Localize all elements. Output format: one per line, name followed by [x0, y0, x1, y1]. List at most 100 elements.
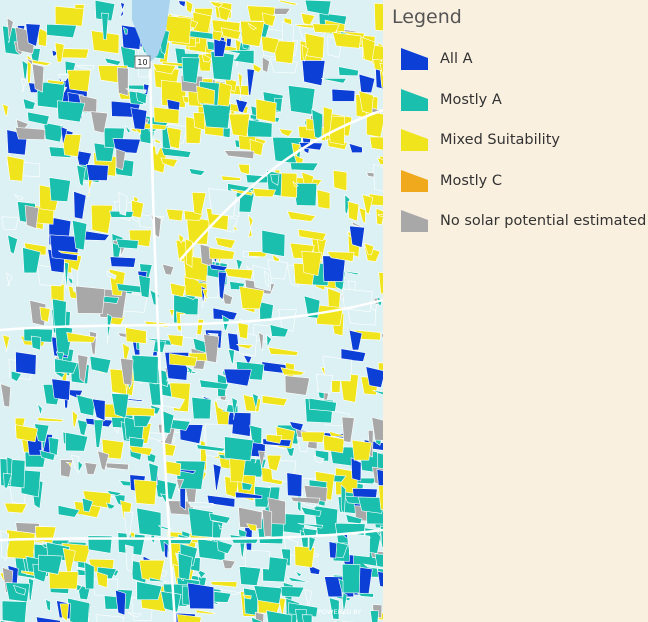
- map-parcel: [177, 0, 186, 8]
- legend-title: Legend: [392, 6, 462, 28]
- map-parcel: [241, 481, 253, 491]
- map-parcel: [331, 88, 356, 102]
- legend-label: Mixed Suitability: [440, 132, 560, 148]
- map-parcel: [71, 219, 88, 251]
- map-parcel: [212, 463, 222, 492]
- map-parcel: [185, 0, 194, 14]
- map-parcel: [246, 68, 255, 96]
- map-parcel: [304, 0, 332, 16]
- map-parcel: [237, 72, 243, 102]
- map-parcel: [261, 229, 286, 257]
- legend-label: No solar potential estimated: [440, 213, 647, 229]
- map-parcel: [177, 553, 193, 580]
- map-parcel: [90, 30, 120, 54]
- map-parcel: [218, 523, 224, 530]
- map-parcel: [363, 242, 375, 255]
- swatch-shape: [401, 210, 428, 232]
- map-parcel: [244, 549, 271, 570]
- legend-panel: Legend All A Mostly A Mixed Suitability Mos…: [383, 0, 648, 622]
- map-parcel: [294, 546, 315, 568]
- road: [179, 108, 383, 261]
- map-parcel: [356, 592, 374, 598]
- map-parcel: [369, 610, 380, 622]
- map-parcel: [286, 472, 303, 497]
- legend-swatch: [401, 48, 428, 70]
- map-parcel: [253, 585, 283, 605]
- map-parcel: [37, 417, 64, 422]
- map-parcel: [376, 157, 383, 165]
- map-parcel: [101, 12, 109, 40]
- map-parcel: [266, 454, 282, 472]
- map-parcel: [133, 479, 158, 506]
- map-parcel: [186, 216, 210, 245]
- map-parcel: [10, 370, 22, 382]
- map-parcel: [6, 529, 36, 560]
- map-parcel: [227, 349, 235, 366]
- map-parcel: [124, 406, 155, 417]
- map-parcel: [76, 64, 95, 70]
- map-parcel: [210, 581, 238, 588]
- map-parcel: [70, 455, 80, 473]
- map-parcel: [38, 554, 63, 575]
- map-parcel: [46, 23, 77, 39]
- map-parcel: [73, 190, 87, 220]
- map-parcel: [358, 73, 376, 93]
- map-parcel: [351, 221, 363, 228]
- map-parcel: [240, 20, 265, 47]
- map-parcel: [277, 308, 297, 332]
- map-parcel: [247, 22, 258, 31]
- legend-item: Mostly A: [400, 88, 502, 112]
- map-parcel: [362, 194, 374, 215]
- map-parcel: [301, 60, 326, 87]
- map-parcel: [54, 42, 65, 63]
- legend-swatch: [401, 169, 428, 192]
- map-parcel: [341, 416, 355, 443]
- map-parcel: [94, 0, 116, 22]
- map-parcel: [184, 48, 211, 54]
- map-parcel: [341, 288, 373, 313]
- map-parcel: [300, 12, 316, 26]
- map-parcel: [112, 138, 141, 154]
- map-parcel: [297, 228, 327, 241]
- map-parcel: [64, 262, 69, 289]
- roads: [0, 0, 383, 622]
- map-parcel: [350, 457, 362, 482]
- map-parcel: [1, 216, 19, 230]
- map-parcel: [346, 532, 370, 558]
- map-parcel: [235, 343, 255, 350]
- map-parcel: [379, 62, 383, 76]
- map-parcel: [51, 378, 71, 401]
- lake: [132, 0, 170, 62]
- map-parcel: [348, 142, 363, 153]
- map-parcel: [184, 238, 193, 268]
- map-parcel: [77, 459, 84, 474]
- map-parcel: [264, 270, 269, 288]
- map-parcel: [20, 77, 27, 93]
- map-parcel: [22, 98, 36, 110]
- map-parcel: [57, 250, 81, 256]
- swatch-shape: [401, 129, 428, 151]
- map-parcel: [85, 164, 109, 181]
- map-parcel: [3, 472, 13, 489]
- map-parcel: [160, 157, 179, 168]
- map-parcel: [378, 485, 383, 511]
- map-parcel: [5, 272, 13, 287]
- map-parcel: [217, 5, 232, 21]
- map-parcel: [340, 484, 346, 515]
- legend-label: All A: [440, 51, 473, 67]
- map-parcel: [122, 26, 128, 35]
- map-parcel: [378, 271, 383, 295]
- map-parcel: [81, 497, 94, 513]
- map-parcel: [202, 288, 209, 303]
- map-parcel: [369, 136, 383, 151]
- road: [0, 528, 383, 542]
- map-parcel: [115, 589, 126, 616]
- map-parcel: [233, 224, 239, 231]
- map-parcel: [76, 164, 86, 188]
- map-parcel: [187, 582, 215, 610]
- map-parcel: [203, 333, 220, 364]
- map-parcel: [30, 335, 42, 351]
- map-parcel: [300, 431, 326, 443]
- map-parcel: [312, 23, 340, 34]
- map-parcel: [175, 478, 185, 492]
